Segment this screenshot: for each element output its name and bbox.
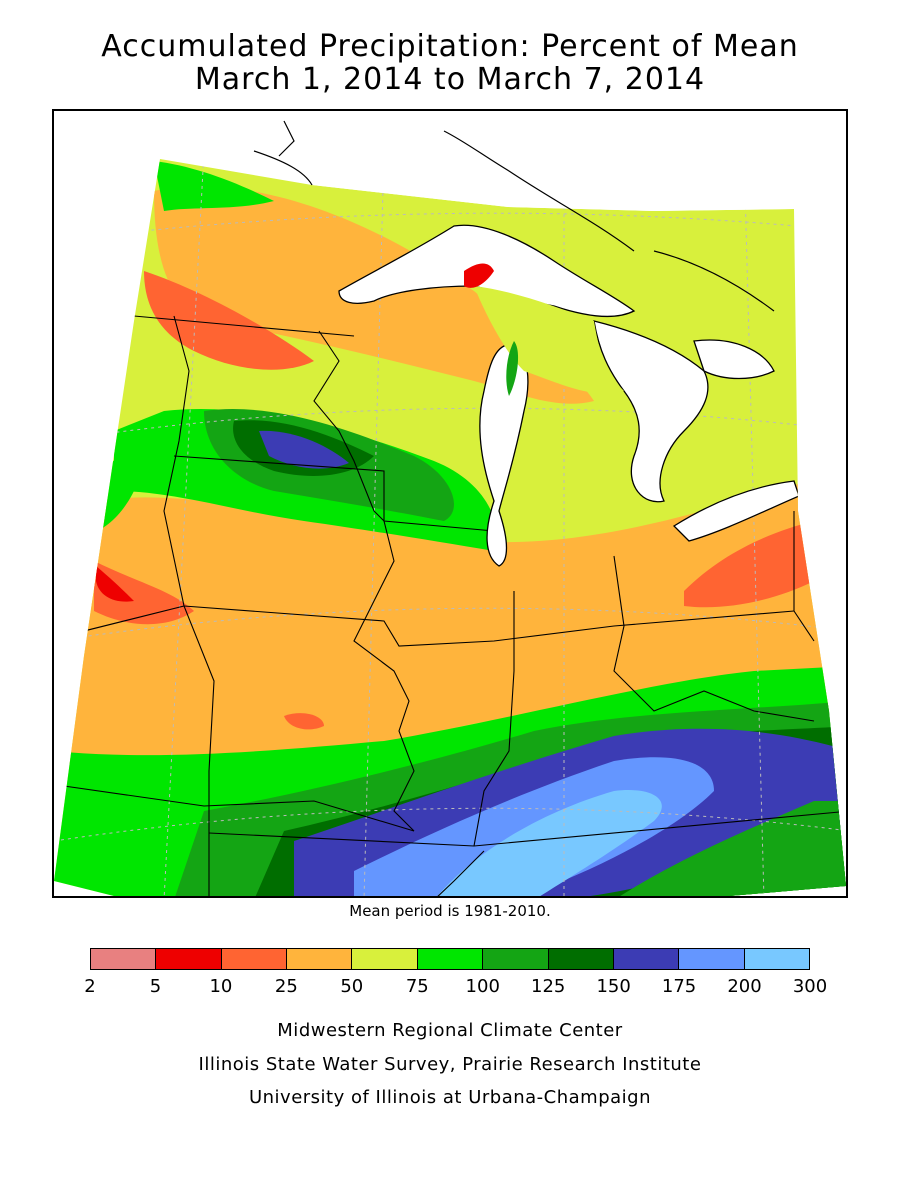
legend-break-label: 150 [596, 976, 631, 997]
credit-line-1: Midwestern Regional Climate Center [277, 1020, 623, 1041]
legend-break-label: 5 [149, 976, 162, 997]
credit-line-2: Illinois State Water Survey, Prairie Res… [198, 1054, 702, 1075]
legend-swatch [483, 949, 549, 969]
legend-swatch [744, 949, 809, 969]
canada-blank [312, 131, 846, 211]
band-150-175-north [259, 430, 349, 469]
precipitation-map-canvas [54, 120, 846, 896]
precip-field [54, 159, 846, 896]
map-title-line2: March 1, 2014 to March 7, 2014 [194, 62, 706, 97]
canada-coastline [253, 120, 775, 312]
map-title-line1: Accumulated Precipitation: Percent of Me… [101, 29, 799, 64]
legend-break-label: 300 [792, 976, 828, 997]
legend-break-label: 2 [84, 976, 96, 997]
lake-michigan [479, 344, 529, 567]
door-peninsula-green [506, 341, 519, 396]
band-10-25-nw [144, 271, 314, 370]
legend-swatch [548, 949, 614, 969]
band-25-50 [54, 471, 846, 811]
graticule [54, 159, 846, 896]
band-10-25-spot [284, 713, 324, 730]
legend-break-label: 25 [274, 976, 298, 997]
legend-labels: 2 5 10 25 50 75 100 125 150 175 200 300 [0, 976, 900, 1000]
precipitation-map [52, 109, 848, 898]
band-100-125-southeast [614, 801, 846, 896]
band-200-300-south [434, 790, 662, 896]
legend-swatch [352, 949, 418, 969]
legend-swatch [679, 949, 745, 969]
legend-break-label: 75 [405, 976, 429, 997]
legend-swatch [156, 949, 222, 969]
legend-break-label: 125 [530, 976, 566, 997]
lake-huron [593, 320, 709, 503]
keweenaw-red [464, 263, 494, 288]
band-10-25-east [684, 521, 814, 608]
legend-swatch [287, 949, 353, 969]
legend-break-label: 50 [340, 976, 364, 997]
credit-line-3: University of Illinois at Urbana-Champai… [248, 1087, 652, 1108]
legend-swatch [613, 949, 680, 969]
upper-peninsula [474, 286, 624, 394]
mean-period-note: Mean period is 1981-2010. [349, 902, 551, 920]
legend-break-label: 175 [661, 976, 697, 997]
lake-erie [672, 480, 800, 542]
legend-break-label: 10 [209, 976, 233, 997]
band-10-25-west [94, 561, 194, 625]
legend-swatch [91, 949, 157, 969]
legend-break-label: 200 [727, 976, 762, 997]
legend-swatch [417, 949, 484, 969]
legend-color-bar [90, 948, 810, 970]
legend-swatch [221, 949, 288, 969]
legend-break-label: 100 [465, 976, 500, 997]
band-5-10-west [96, 566, 134, 602]
band-75-100-far-north [154, 161, 274, 211]
state-borders [63, 315, 846, 896]
georgian-bay [693, 339, 775, 380]
